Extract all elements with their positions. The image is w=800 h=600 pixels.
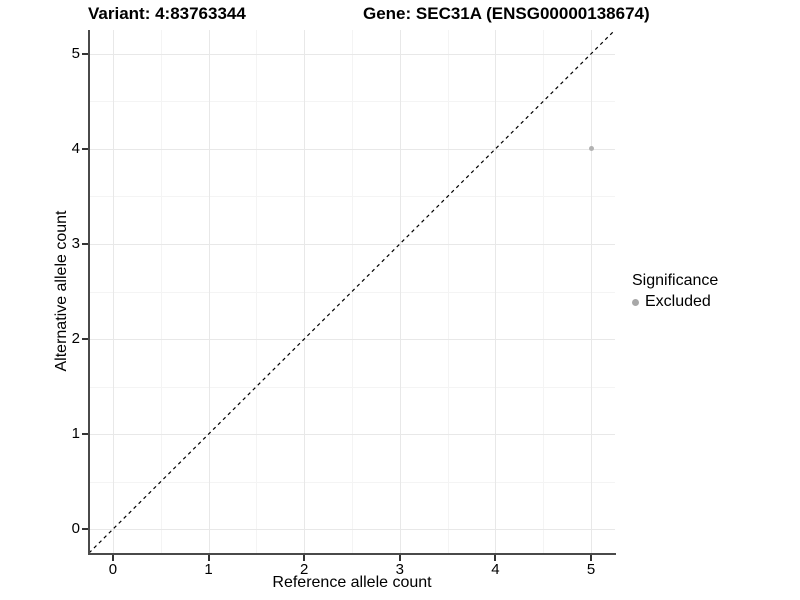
legend: Significance Excluded [632, 272, 718, 311]
major-gridline-v [495, 30, 497, 553]
major-gridline-h [89, 148, 615, 150]
y-axis-title: Alternative allele count [53, 210, 70, 372]
major-gridline-h [89, 243, 615, 245]
legend-item-label: Excluded [645, 293, 711, 310]
x-tick-mark [494, 555, 497, 561]
y-tick-label: 2 [71, 330, 80, 348]
y-tick-label: 3 [71, 234, 80, 252]
major-gridline-h [89, 53, 615, 55]
y-tick-label: 1 [71, 425, 80, 443]
legend-item-excluded: Excluded [632, 293, 718, 311]
y-tick-label: 5 [71, 44, 80, 62]
minor-gridline-h [89, 196, 615, 198]
x-tick-label: 1 [204, 561, 213, 578]
y-tick-mark [82, 528, 88, 531]
minor-gridline-h [89, 291, 615, 293]
legend-title: Significance [632, 272, 719, 289]
x-tick-mark [398, 555, 401, 561]
major-gridline-v [304, 30, 306, 553]
y-tick-label: 4 [71, 139, 80, 157]
x-axis-title: Reference allele count [272, 574, 432, 591]
x-tick-label: 0 [108, 561, 118, 578]
x-tick-mark [207, 555, 210, 561]
major-gridline-v [208, 30, 210, 553]
y-tick-mark [82, 338, 88, 341]
x-axis-line [88, 553, 616, 555]
x-tick-mark [590, 555, 593, 561]
gene-title: Gene: SEC31A (ENSG00000138674) [363, 4, 650, 23]
x-tick-label: 5 [586, 561, 596, 578]
data-point [588, 146, 594, 152]
x-tick-mark [111, 555, 114, 561]
y-axis-line [88, 30, 90, 553]
x-tick-label: 2 [300, 561, 309, 578]
y-tick-mark [82, 52, 88, 55]
major-gridline-v [112, 30, 114, 553]
x-tick-mark [303, 555, 306, 561]
major-gridline-h [89, 434, 615, 436]
excluded-point-icon [632, 298, 639, 306]
x-tick-label: 4 [491, 561, 500, 578]
y-tick-mark [82, 242, 88, 245]
major-gridline-v [399, 30, 401, 553]
minor-gridline-h [89, 481, 615, 483]
y-tick-label: 0 [71, 520, 80, 538]
identity-reference-line [88, 29, 616, 554]
variant-title: Variant: 4:83763344 [88, 4, 246, 23]
y-tick-mark [82, 433, 88, 436]
major-gridline-h [89, 529, 615, 531]
major-gridline-h [89, 339, 615, 341]
minor-gridline-h [89, 101, 615, 103]
y-tick-mark [82, 147, 88, 150]
major-gridline-v [591, 30, 593, 553]
x-tick-label: 3 [395, 561, 404, 578]
plot-panel [88, 29, 616, 554]
minor-gridline-h [89, 386, 615, 388]
